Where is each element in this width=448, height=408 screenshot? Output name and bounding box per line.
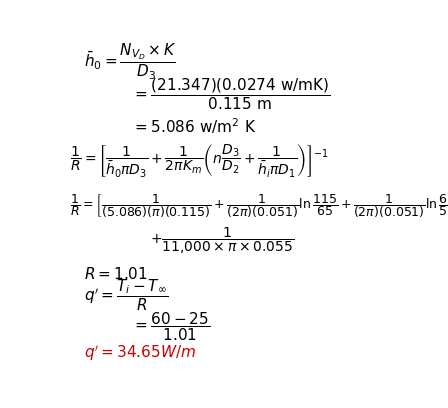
Text: $= 5.086\ \mathrm{w/m^2\ K}$: $= 5.086\ \mathrm{w/m^2\ K}$ — [133, 116, 257, 136]
Text: $\dfrac{1}{R} = \left[\dfrac{1}{(5.086)(\pi)(0.115)} + \dfrac{1}{(2\pi)(0.051)}\: $\dfrac{1}{R} = \left[\dfrac{1}{(5.086)(… — [70, 192, 448, 220]
Text: $q' = \dfrac{T_i - T_\infty}{R}$: $q' = \dfrac{T_i - T_\infty}{R}$ — [84, 278, 168, 313]
Text: $\bar{h}_0 = \dfrac{N_{V_D} \times K}{D_3}$: $\bar{h}_0 = \dfrac{N_{V_D} \times K}{D_… — [84, 42, 177, 82]
Text: $\dfrac{1}{R} = \left[\dfrac{1}{\bar{h}_0 \pi D_3} + \dfrac{1}{2\pi K_m}\left(n\: $\dfrac{1}{R} = \left[\dfrac{1}{\bar{h}_… — [70, 142, 329, 179]
Text: $q' = 34.65W / m$: $q' = 34.65W / m$ — [84, 344, 196, 364]
Text: $= \dfrac{60 - 25}{1.01}$: $= \dfrac{60 - 25}{1.01}$ — [133, 310, 211, 344]
Text: $R = 1.01$: $R = 1.01$ — [84, 266, 147, 282]
Text: $+ \dfrac{1}{11{,}000 \times \pi \times 0.055}$: $+ \dfrac{1}{11{,}000 \times \pi \times … — [150, 226, 294, 256]
Text: $= \dfrac{(21.347)(0.0274\ \mathrm{w/mK})}{0.115\ \mathrm{m}}$: $= \dfrac{(21.347)(0.0274\ \mathrm{w/mK}… — [133, 77, 331, 112]
